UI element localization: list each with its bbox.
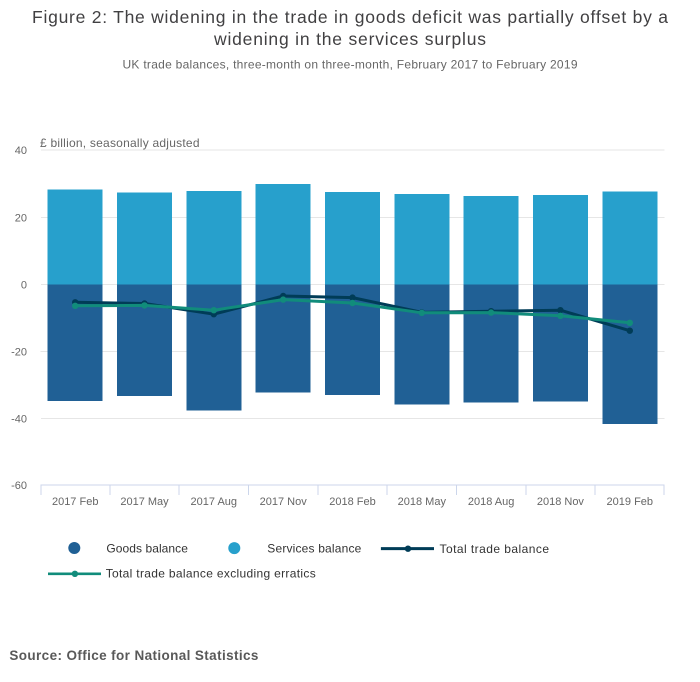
svg-text:Total trade balance: Total trade balance: [440, 542, 550, 556]
svg-text:Services balance: Services balance: [267, 542, 361, 556]
svg-text:-60: -60: [11, 480, 27, 492]
svg-text:2018 Aug: 2018 Aug: [468, 496, 515, 508]
svg-text:0: 0: [21, 280, 27, 292]
svg-text:2018 Nov: 2018 Nov: [537, 496, 585, 508]
svg-text:-20: -20: [11, 347, 27, 359]
svg-text:2018 Feb: 2018 Feb: [329, 496, 375, 508]
svg-text:£ billion, seasonally adjusted: £ billion, seasonally adjusted: [40, 136, 200, 150]
svg-text:-40: -40: [11, 414, 27, 426]
svg-text:40: 40: [15, 145, 27, 157]
svg-text:widening in the services surpl: widening in the services surplus: [213, 29, 486, 49]
svg-text:UK trade balances, three-month: UK trade balances, three-month on three-…: [123, 57, 578, 71]
svg-text:2017 Feb: 2017 Feb: [52, 496, 98, 508]
svg-text:2019 Feb: 2019 Feb: [607, 496, 653, 508]
svg-text:Goods balance: Goods balance: [106, 542, 188, 556]
svg-text:Source: Office for National St: Source: Office for National Statistics: [9, 648, 258, 663]
svg-text:2017 Nov: 2017 Nov: [260, 496, 308, 508]
svg-text:Total trade balance excluding: Total trade balance excluding erratics: [106, 567, 316, 581]
svg-text:2017 May: 2017 May: [120, 496, 169, 508]
svg-text:2018 May: 2018 May: [398, 496, 447, 508]
svg-text:Figure 2: The widening in the: Figure 2: The widening in the trade in g…: [32, 7, 668, 27]
svg-text:2017 Aug: 2017 Aug: [191, 496, 238, 508]
svg-text:20: 20: [15, 212, 27, 224]
